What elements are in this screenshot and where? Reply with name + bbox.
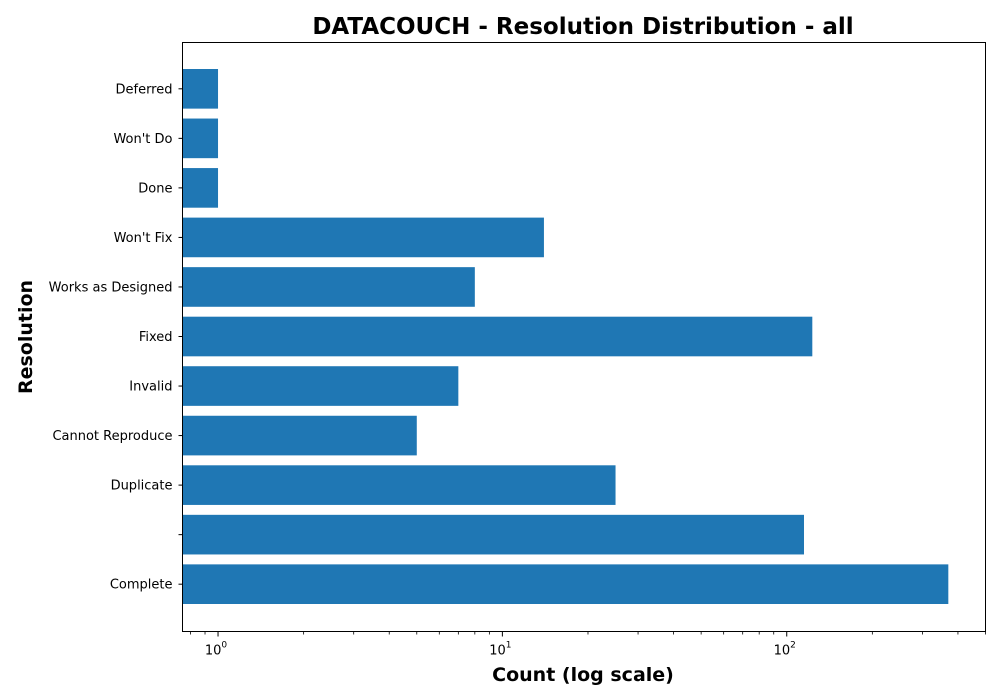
bar xyxy=(182,316,813,357)
bar xyxy=(182,168,219,208)
bar xyxy=(182,217,544,258)
bar xyxy=(182,267,475,307)
bar xyxy=(182,564,949,604)
bar xyxy=(182,69,219,109)
y-tick-label: Cannot Reproduce xyxy=(52,429,172,444)
y-tick-label: Invalid xyxy=(129,380,172,395)
x-axis: 100 101 102 xyxy=(190,631,986,659)
chart-title: DATACOUCH - Resolution Distribution - al… xyxy=(312,14,853,40)
x-tick-label: 102 xyxy=(774,641,796,659)
y-tick-label: Complete xyxy=(110,578,173,593)
bar xyxy=(182,514,804,555)
y-tick-label: Works as Designed xyxy=(49,280,173,295)
x-axis-label: Count (log scale) xyxy=(492,664,674,686)
bar xyxy=(182,415,417,456)
bar xyxy=(182,118,219,159)
y-tick-label: Done xyxy=(138,181,172,196)
bar xyxy=(182,465,616,505)
x-tick-label: 100 xyxy=(205,641,228,659)
y-tick-label: Won't Do xyxy=(113,132,172,147)
y-tick-label: Duplicate xyxy=(111,479,173,494)
y-axis: Complete Duplicate Cannot Reproduce Invalid… xyxy=(49,82,183,593)
y-tick-label: Fixed xyxy=(139,330,173,345)
y-tick-label: Won't Fix xyxy=(114,231,173,246)
y-tick-label: Deferred xyxy=(115,82,172,97)
bar xyxy=(182,366,459,406)
bars-group xyxy=(182,69,949,604)
x-tick-label: 101 xyxy=(489,641,511,659)
y-axis-label: Resolution xyxy=(15,280,37,394)
